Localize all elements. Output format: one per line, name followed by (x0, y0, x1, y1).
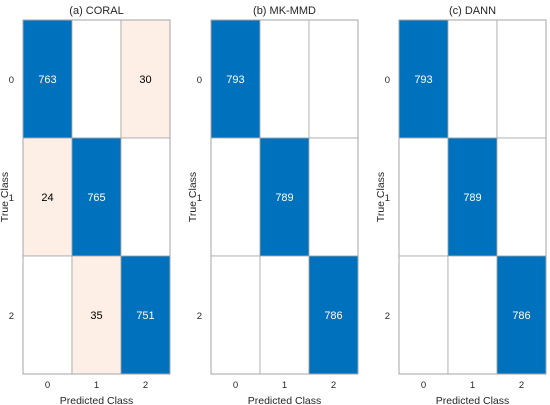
cell-value-label: 24 (41, 192, 53, 204)
confusion-panel-0: 763 30 24 765 35 751 (a) CORAL 0 1 2 0 1 2 Predicted … (0, 5, 171, 405)
matrix-cell (120, 255, 171, 375)
y-tick-label: 0 (197, 75, 202, 86)
confusion-panel-2: 793 789 786 (c) DANN 0 1 2 0 1 2 Predicted Class Tr… (375, 5, 547, 405)
cell-value-label: 35 (90, 310, 102, 322)
matrix-cell (210, 137, 261, 257)
y-tick-label: 1 (385, 193, 390, 204)
matrix-cell (308, 137, 359, 257)
y-axis-label: True Class (0, 172, 11, 222)
x-axis-label: Predicted Class (60, 395, 134, 405)
y-tick-label: 0 (9, 75, 14, 86)
cell-value-label: 789 (463, 192, 481, 204)
cell-value-label: 789 (275, 192, 293, 204)
x-axis-label: Predicted Class (436, 395, 510, 405)
matrix-cell (447, 137, 498, 257)
y-tick-label: 1 (197, 193, 202, 204)
matrix-cell (71, 255, 122, 375)
plot-frame (398, 19, 547, 375)
matrix-cell (71, 19, 122, 139)
matrix-cell (496, 19, 547, 139)
matrix-cell (398, 255, 449, 375)
cell-value-label: 765 (87, 192, 105, 204)
matrix-cell (447, 19, 498, 139)
chart-title: (b) MK-MMD (253, 5, 316, 17)
plot-frame (210, 19, 359, 375)
confusion-panel-1: 793 789 786 (b) MK-MMD 0 1 2 0 1 2 Predicted Class… (187, 5, 359, 405)
x-tick-label: 1 (282, 380, 287, 391)
y-axis-label: True Class (187, 172, 199, 222)
matrix-cell (120, 137, 171, 257)
matrix-cell (398, 19, 449, 139)
matrix-cell (259, 255, 310, 375)
cell-value-label: 751 (136, 310, 154, 322)
matrix-cell (308, 255, 359, 375)
chart-title: (a) CORAL (69, 5, 123, 17)
x-tick-label: 1 (94, 380, 99, 391)
matrix-cell (496, 137, 547, 257)
y-axis-label: True Class (375, 172, 387, 222)
cell-value-label: 786 (512, 310, 530, 322)
matrix-cell (308, 19, 359, 139)
matrix-cell (22, 19, 73, 139)
matrix-cell (210, 255, 261, 375)
matrix-cell (259, 137, 310, 257)
x-tick-label: 0 (233, 380, 238, 391)
matrix-cell (120, 19, 171, 139)
y-tick-label: 2 (197, 311, 202, 322)
matrix-cell (259, 19, 310, 139)
cell-value-label: 793 (414, 74, 432, 86)
x-tick-label: 2 (143, 380, 148, 391)
x-tick-label: 0 (45, 380, 50, 391)
y-tick-label: 1 (9, 193, 14, 204)
y-tick-label: 2 (385, 311, 390, 322)
matrix-cell (398, 137, 449, 257)
y-tick-label: 0 (385, 75, 390, 86)
matrix-cell (22, 137, 73, 257)
x-tick-label: 1 (470, 380, 475, 391)
chart-title: (c) DANN (449, 5, 496, 17)
cell-value-label: 786 (324, 310, 342, 322)
x-tick-label: 2 (331, 380, 336, 391)
cell-value-label: 30 (139, 74, 151, 86)
matrix-cell (71, 137, 122, 257)
y-tick-label: 2 (9, 311, 14, 322)
matrix-cell (447, 255, 498, 375)
cell-value-label: 763 (38, 74, 56, 86)
x-axis-label: Predicted Class (248, 395, 322, 405)
x-tick-label: 2 (519, 380, 524, 391)
matrix-cell (210, 19, 261, 139)
cell-value-label: 793 (226, 74, 244, 86)
matrix-cell (22, 255, 73, 375)
matrix-cell (496, 255, 547, 375)
x-tick-label: 0 (421, 380, 426, 391)
plot-frame (22, 19, 171, 375)
